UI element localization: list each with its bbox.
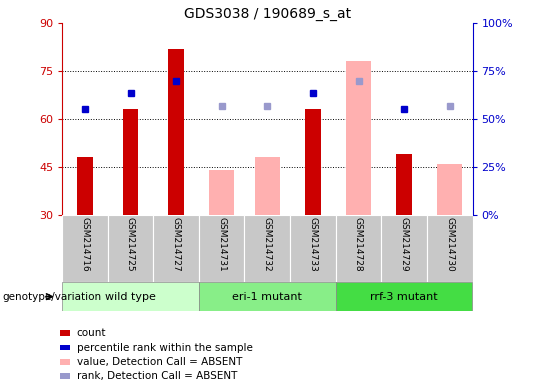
Text: GSM214727: GSM214727 <box>172 217 180 272</box>
Bar <box>336 282 472 311</box>
Text: GSM214731: GSM214731 <box>217 217 226 272</box>
Bar <box>62 282 199 311</box>
Bar <box>199 215 245 282</box>
Text: GSM214716: GSM214716 <box>80 217 90 272</box>
Bar <box>255 157 280 215</box>
Bar <box>396 154 412 215</box>
Text: GSM214725: GSM214725 <box>126 217 135 272</box>
Bar <box>199 282 336 311</box>
Text: rrf-3 mutant: rrf-3 mutant <box>370 291 438 302</box>
Text: percentile rank within the sample: percentile rank within the sample <box>77 343 252 353</box>
Bar <box>60 359 70 365</box>
Text: GSM214732: GSM214732 <box>263 217 272 272</box>
Text: GSM214733: GSM214733 <box>308 217 318 272</box>
Bar <box>77 157 93 215</box>
Bar <box>437 164 462 215</box>
Bar <box>209 170 234 215</box>
Bar <box>60 345 70 350</box>
Text: wild type: wild type <box>105 291 156 302</box>
Bar <box>153 215 199 282</box>
Bar <box>346 61 371 215</box>
Bar <box>107 215 153 282</box>
Bar <box>381 215 427 282</box>
Bar <box>336 215 381 282</box>
Bar <box>62 215 107 282</box>
Bar <box>290 215 336 282</box>
Text: GSM214729: GSM214729 <box>400 217 409 272</box>
Bar <box>123 109 138 215</box>
Bar <box>60 330 70 336</box>
Bar <box>427 215 472 282</box>
Bar <box>168 49 184 215</box>
Bar <box>245 215 290 282</box>
Text: GSM214728: GSM214728 <box>354 217 363 272</box>
Text: value, Detection Call = ABSENT: value, Detection Call = ABSENT <box>77 357 242 367</box>
Bar <box>305 109 321 215</box>
Text: rank, Detection Call = ABSENT: rank, Detection Call = ABSENT <box>77 371 237 381</box>
Title: GDS3038 / 190689_s_at: GDS3038 / 190689_s_at <box>184 7 351 21</box>
Text: eri-1 mutant: eri-1 mutant <box>232 291 302 302</box>
Text: count: count <box>77 328 106 338</box>
Text: GSM214730: GSM214730 <box>445 217 454 272</box>
Bar <box>60 373 70 379</box>
Text: genotype/variation: genotype/variation <box>3 291 102 302</box>
